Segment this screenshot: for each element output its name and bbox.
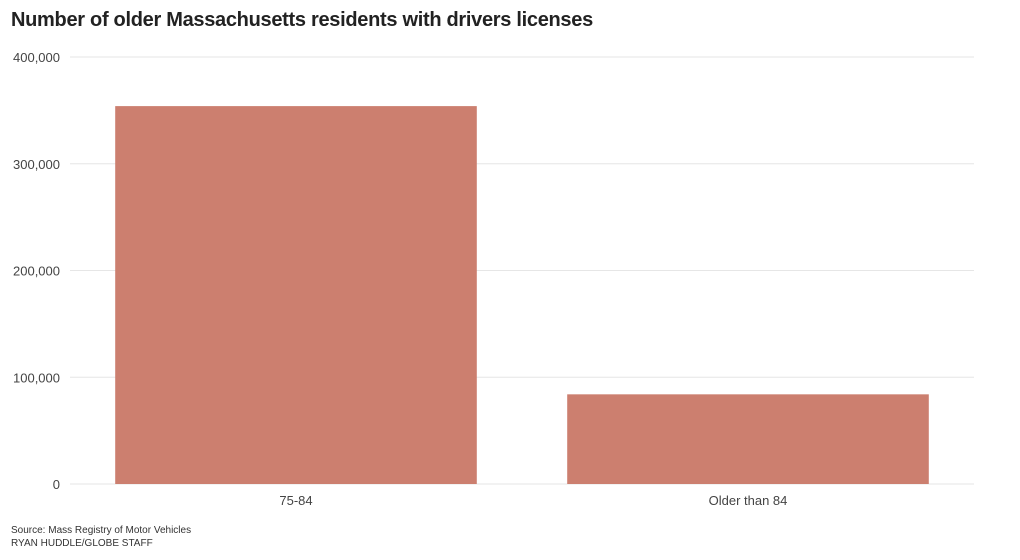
x-tick-label: 75-84 xyxy=(279,493,312,508)
bar-2 xyxy=(567,394,929,484)
y-tick-label: 0 xyxy=(53,477,60,492)
x-tick-label: Older than 84 xyxy=(709,493,788,508)
chart-footer: Source: Mass Registry of Motor Vehicles … xyxy=(11,524,191,550)
y-axis-ticks: 0 100,000 200,000 300,000 400,000 xyxy=(13,50,60,492)
bar-1 xyxy=(115,106,477,484)
credit-note: RYAN HUDDLE/GLOBE STAFF xyxy=(11,538,153,549)
bars xyxy=(115,106,929,484)
y-tick-label: 100,000 xyxy=(13,370,60,385)
y-tick-label: 300,000 xyxy=(13,157,60,172)
x-axis-ticks: 75-84 Older than 84 xyxy=(279,493,787,508)
y-tick-label: 400,000 xyxy=(13,50,60,65)
chart-title: Number of older Massachusetts residents … xyxy=(11,9,593,31)
source-note: Source: Mass Registry of Motor Vehicles xyxy=(11,525,192,536)
y-tick-label: 200,000 xyxy=(13,264,60,279)
